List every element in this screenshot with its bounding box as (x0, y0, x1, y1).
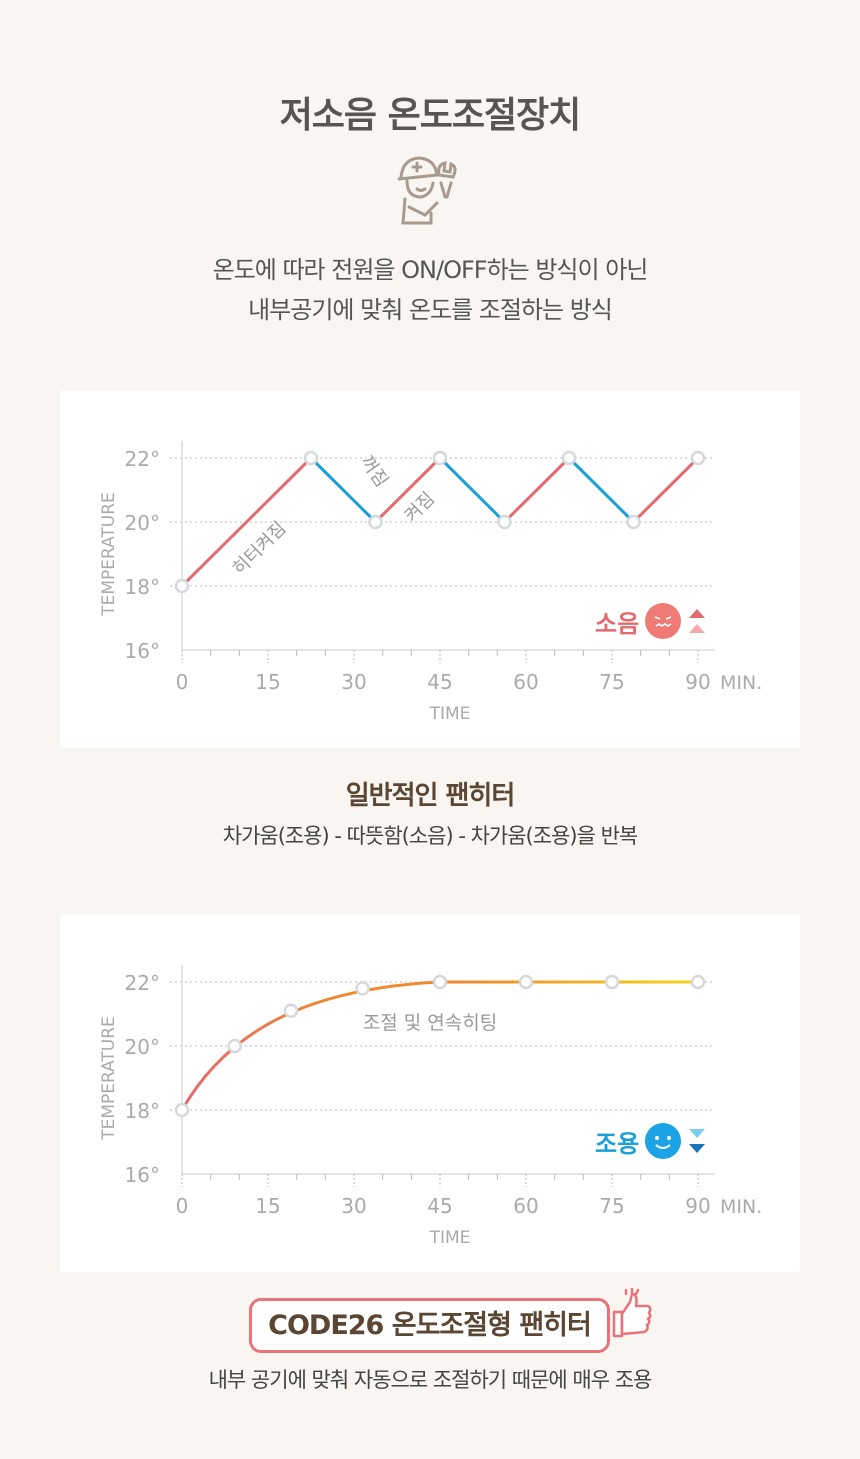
section2-desc: 내부 공기에 맞춰 자동으로 조절하기 때문에 매우 조용 (208, 1368, 653, 1392)
x-tick-label: 60 (513, 1194, 538, 1218)
x-tick-label: 30 (341, 670, 366, 694)
angry-face-icon (645, 603, 682, 639)
data-point (174, 1102, 190, 1118)
data-point (626, 514, 641, 530)
x-tick-label: 90 (685, 1194, 710, 1218)
section1-title: 일반적인 팬히터 (345, 781, 516, 811)
intro-line-1: 온도에 따라 전원을 ON/OFF하는 방식이 아닌 (212, 256, 649, 284)
chart-standard-heater: 16° 18° 20° 22° 0 15 30 45 60 75 90 MIN. TIME TEMPERA… (99, 441, 762, 724)
x-tick-label: 45 (427, 1194, 452, 1218)
x-axis-label: TIME (429, 1228, 471, 1248)
data-point (174, 578, 190, 594)
data-point (303, 450, 319, 466)
y-tick-label: 16° (125, 639, 160, 663)
repairman-wrench-icon (397, 156, 457, 225)
y-tick-label: 22° (125, 447, 160, 471)
noise-label: 소음 (595, 609, 640, 638)
x-tick-label: 15 (255, 670, 280, 694)
data-point (432, 450, 448, 466)
noise-indicator: 소음 (595, 603, 707, 639)
heating-segment (503, 456, 571, 524)
page-title: 저소음 온도조절장치 (279, 95, 582, 136)
y-tick-label: 16° (125, 1163, 160, 1187)
thumbs-up-icon (612, 1288, 652, 1338)
smile-face-icon (645, 1123, 682, 1159)
x-tick-label: 30 (341, 1194, 366, 1218)
x-unit-label: MIN. (720, 672, 762, 694)
down-arrows-icon (689, 1129, 706, 1153)
y-tick-label: 20° (125, 511, 160, 535)
annotation-continuous-heating: 조절 및 연속히팅 (363, 1012, 497, 1034)
y-tick-label: 22° (125, 971, 160, 995)
x-tick-label: 0 (176, 1194, 189, 1218)
data-point (497, 514, 512, 530)
y-axis-label: TEMPERATURE (99, 492, 119, 617)
chart-panel-standard: 16° 18° 20° 22° 0 15 30 45 60 75 90 MIN. TIME TEMPERA… (60, 391, 800, 748)
chart-panel-code26: 16° 18° 20° 22° 0 15 30 45 60 75 90 MIN. TIME TEMPERA… (60, 915, 800, 1272)
section1-desc: 차가움(조용) - 따뜻함(소음) - 차가움(조용)을 반복 (222, 824, 638, 848)
code26-badge: CODE26 온도조절형 팬히터 (249, 1298, 610, 1353)
data-point (368, 514, 383, 530)
x-tick-label: 75 (599, 670, 624, 694)
data-point (355, 981, 370, 996)
quiet-label: 조용 (595, 1129, 640, 1158)
up-arrows-icon (689, 609, 706, 633)
data-point (283, 1003, 299, 1019)
cooling-segment (567, 456, 635, 524)
x-tick-label: 75 (599, 1194, 624, 1218)
cooling-segment (438, 456, 506, 524)
y-tick-label: 20° (125, 1035, 160, 1059)
data-point (690, 974, 706, 990)
chart-code26-heater: 16° 18° 20° 22° 0 15 30 45 60 75 90 MIN. TIME TEMPERA… (99, 965, 762, 1248)
x-tick-label: 90 (685, 670, 710, 694)
heating-segment (632, 456, 700, 524)
data-point (227, 1038, 242, 1054)
data-point (518, 974, 534, 990)
data-point (432, 974, 448, 990)
x-axis-label: TIME (429, 704, 471, 724)
annotation-on: 켜짐 (401, 488, 439, 526)
heating-segment (180, 456, 313, 588)
x-tick-label: 15 (255, 1194, 280, 1218)
x-unit-label: MIN. (720, 1196, 762, 1218)
heating-segment (374, 456, 442, 524)
y-tick-label: 18° (125, 1099, 160, 1123)
quiet-indicator: 조용 (595, 1123, 707, 1159)
x-tick-label: 45 (427, 670, 452, 694)
y-axis-label: TEMPERATURE (99, 1016, 119, 1141)
x-tick-label: 0 (176, 670, 189, 694)
intro-line-2: 내부공기에 맞춰 온도를 조절하는 방식 (248, 296, 613, 324)
y-tick-label: 18° (125, 575, 160, 599)
cooling-segment (309, 456, 377, 524)
x-tick-label: 60 (513, 670, 538, 694)
annotation-heater-on: 히터켜짐 (229, 518, 291, 580)
data-point (604, 974, 620, 990)
data-point (690, 450, 706, 466)
data-point (561, 450, 577, 466)
